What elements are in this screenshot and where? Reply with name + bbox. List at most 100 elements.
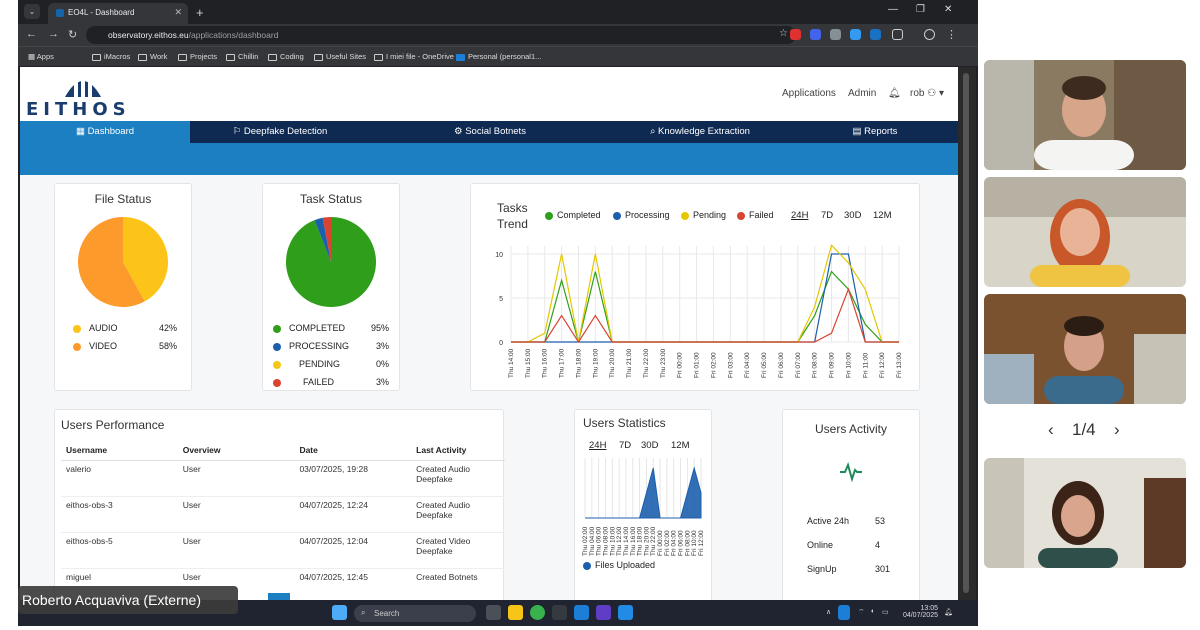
- x-tick-label: Fri 12:00: [879, 352, 886, 378]
- bookmark-folder[interactable]: iMacros: [92, 52, 130, 61]
- reload-icon[interactable]: ↻: [68, 29, 78, 41]
- bookmark-apps[interactable]: ▦ Apps: [28, 52, 54, 61]
- x-tick-label: Thu 12:00: [616, 526, 623, 556]
- trend-range-12m[interactable]: 12M: [873, 210, 892, 221]
- stats-range-12m[interactable]: 12M: [671, 440, 690, 451]
- series-line-failed[interactable]: [511, 287, 899, 344]
- x-tick-label: Thu 14:00: [508, 348, 515, 378]
- stats-range-7d[interactable]: 7D: [619, 440, 632, 451]
- bell-icon[interactable]: 🔔︎: [888, 88, 901, 99]
- applications-link[interactable]: Applications: [782, 88, 836, 99]
- extension-icon[interactable]: [850, 29, 861, 40]
- trend-range-24h[interactable]: 24H: [791, 210, 809, 221]
- table-row[interactable]: eithos-obs-3 User 04/07/2025, 12:24 Crea…: [61, 496, 505, 533]
- bookmark-folder[interactable]: Work: [138, 52, 167, 61]
- participant-video-tile[interactable]: [984, 177, 1186, 287]
- bookmark-folder[interactable]: Useful Sites: [314, 52, 366, 61]
- task-status-slice[interactable]: [322, 217, 331, 262]
- bookmark-folder[interactable]: I miei file - OneDrive: [374, 52, 454, 61]
- bookmark-folder[interactable]: Coding: [268, 52, 304, 61]
- trend-legend-completed[interactable]: Completed: [545, 210, 601, 220]
- file-status-slice[interactable]: [78, 217, 145, 307]
- bookmark-star-icon[interactable]: ☆: [779, 28, 788, 39]
- scrollbar-thumb[interactable]: [963, 73, 969, 593]
- series-area-files-uploaded[interactable]: [585, 466, 702, 519]
- series-line-completed[interactable]: [511, 270, 899, 343]
- table-row[interactable]: valerio User 03/07/2025, 19:28 Created A…: [61, 460, 505, 497]
- chrome-icon[interactable]: [530, 605, 545, 620]
- teams-icon[interactable]: [596, 605, 611, 620]
- vscode-icon[interactable]: [618, 605, 633, 620]
- trend-range-30d[interactable]: 30D: [844, 210, 862, 221]
- previous-page-icon[interactable]: ‹: [1048, 420, 1054, 439]
- nav-reports[interactable]: ▤ Reports: [852, 126, 898, 137]
- participant-video-tile[interactable]: [984, 294, 1186, 404]
- back-icon[interactable]: ←: [26, 28, 37, 40]
- volume-icon[interactable]: ◖: [870, 608, 875, 615]
- taskbar-search[interactable]: ⌕ Search: [354, 605, 476, 622]
- microphone-icon[interactable]: [838, 605, 850, 620]
- bookmark-folder[interactable]: Chillin: [226, 52, 258, 61]
- browser-menu-icon[interactable]: ⋮: [946, 29, 957, 41]
- wifi-icon[interactable]: ⌔: [858, 609, 865, 616]
- column-header[interactable]: Overview: [177, 440, 295, 461]
- outlook-icon[interactable]: [574, 605, 589, 620]
- url-bar[interactable]: observatory.eithos.eu/applications/dashb…: [86, 26, 796, 44]
- nav-deepfake-detection[interactable]: ⚐ Deepfake Detection: [232, 126, 328, 137]
- file-status-slice[interactable]: [123, 217, 168, 302]
- extension-icon[interactable]: [810, 29, 821, 40]
- trend-legend-pending[interactable]: Pending: [681, 210, 726, 220]
- minimize-icon[interactable]: —: [888, 4, 898, 15]
- pagination-current[interactable]: [268, 593, 290, 600]
- battery-icon[interactable]: ▭: [882, 609, 889, 616]
- column-header[interactable]: Date: [294, 440, 412, 461]
- terminal-icon[interactable]: [552, 605, 567, 620]
- new-tab-icon[interactable]: +: [196, 5, 204, 20]
- stats-range-24h[interactable]: 24H: [589, 440, 607, 451]
- start-icon[interactable]: [332, 605, 347, 620]
- user-menu[interactable]: rob ⚇ ▾: [910, 88, 944, 99]
- tab-search-icon[interactable]: ⌄: [24, 4, 40, 19]
- legend-files-uploaded: Files Uploaded: [583, 560, 655, 570]
- trend-range-7d[interactable]: 7D: [821, 210, 834, 221]
- clock[interactable]: 13:05 04/07/2025: [902, 605, 938, 619]
- nav-knowledge-extraction[interactable]: ⌕ Knowledge Extraction: [650, 126, 750, 137]
- table-row[interactable]: eithos-obs-5 User 04/07/2025, 12:04 Crea…: [61, 532, 505, 569]
- close-window-icon[interactable]: ✕: [944, 4, 953, 15]
- extension-icon[interactable]: [790, 29, 801, 40]
- bookmark-folder[interactable]: Projects: [178, 52, 217, 61]
- stats-range-30d[interactable]: 30D: [641, 440, 659, 451]
- extension-icon[interactable]: [830, 29, 841, 40]
- task-status-slice[interactable]: [314, 217, 331, 262]
- extensions-puzzle-icon[interactable]: [892, 29, 903, 40]
- column-header[interactable]: Username: [61, 440, 178, 461]
- extension-icon[interactable]: [870, 29, 881, 40]
- legend-dot: [273, 342, 281, 351]
- x-tick-label: Thu 20:00: [609, 348, 616, 378]
- profile-icon[interactable]: [924, 29, 935, 40]
- participant-video-tile[interactable]: [984, 458, 1186, 568]
- column-header[interactable]: Last Activity: [411, 440, 505, 461]
- admin-link[interactable]: Admin: [848, 88, 877, 99]
- trend-legend-failed[interactable]: Failed: [737, 210, 774, 220]
- cell-date: 04/07/2025, 12:45: [294, 568, 412, 600]
- notification-icon[interactable]: 🔔︎: [944, 609, 953, 616]
- browser-tabstrip: ⌄ EO4L - Dashboard ✕ + — ❐ ✕: [18, 0, 978, 24]
- trend-legend-processing[interactable]: Processing: [613, 210, 670, 220]
- page-scrollbar[interactable]: [958, 67, 976, 600]
- x-tick-label: Fri 10:00: [691, 530, 698, 556]
- tray-chevron-icon[interactable]: ∧: [826, 609, 832, 616]
- nav-social-botnets[interactable]: ⚙ Social Botnets: [454, 126, 526, 137]
- task-view-icon[interactable]: [486, 605, 501, 620]
- x-tick-label: Thu 20:00: [643, 526, 650, 556]
- next-page-icon[interactable]: ›: [1114, 420, 1120, 439]
- browser-tab[interactable]: EO4L - Dashboard ✕: [48, 3, 188, 24]
- bookmark-item[interactable]: Personal (personal1...: [456, 52, 541, 61]
- legend-dot: [273, 360, 281, 369]
- forward-icon[interactable]: →: [48, 28, 59, 40]
- participant-video-tile[interactable]: [984, 60, 1186, 170]
- file-explorer-icon[interactable]: [508, 605, 523, 620]
- restore-icon[interactable]: ❐: [916, 4, 925, 15]
- close-tab-icon[interactable]: ✕: [174, 7, 182, 17]
- nav-dashboard[interactable]: ▦ Dashboard: [20, 121, 190, 143]
